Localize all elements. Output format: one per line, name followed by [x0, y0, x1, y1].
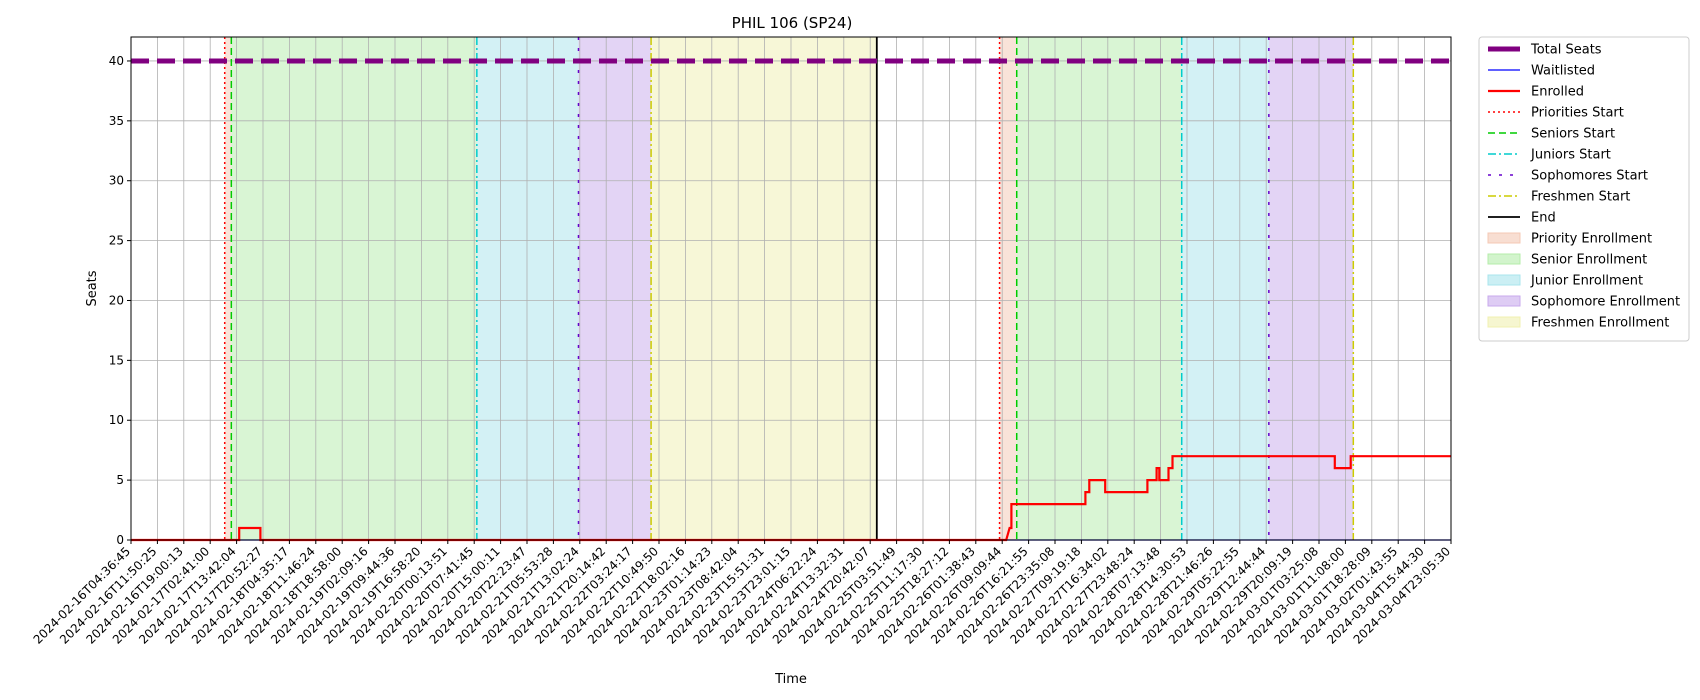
- legend-label: Enrolled: [1531, 85, 1584, 100]
- phase-span: [1016, 37, 1182, 540]
- legend-label: Waitlisted: [1531, 64, 1595, 79]
- legend-label: Sophomores Start: [1531, 169, 1648, 184]
- phase-span: [651, 37, 877, 540]
- phase-span: [1181, 37, 1269, 540]
- legend-swatch: [1487, 274, 1521, 286]
- legend-label: Priority Enrollment: [1531, 232, 1652, 247]
- y-tick-label: 5: [116, 473, 124, 487]
- y-tick-label: 40: [109, 54, 124, 68]
- legend-swatch: [1487, 295, 1521, 307]
- phase-span: [999, 37, 1017, 540]
- phase-span: [224, 37, 232, 540]
- y-tick-label: 10: [109, 413, 124, 427]
- legend-label: Senior Enrollment: [1531, 253, 1647, 268]
- y-tick-label: 25: [109, 234, 124, 248]
- legend-label: Juniors Start: [1530, 148, 1611, 163]
- y-tick-label: 30: [109, 174, 124, 188]
- y-tick-label: 35: [109, 114, 124, 128]
- x-axis-label: Time: [774, 672, 807, 687]
- chart-title: PHIL 106 (SP24): [732, 14, 853, 32]
- legend-label: Freshmen Enrollment: [1531, 316, 1669, 331]
- y-tick-label: 20: [109, 293, 124, 307]
- legend-label: Seniors Start: [1531, 127, 1615, 142]
- legend-label: Freshmen Start: [1531, 190, 1630, 205]
- legend: Total Seats Waitlisted Enrolled Priorities …: [1478, 36, 1690, 342]
- legend-label: Total Seats: [1530, 43, 1602, 58]
- phase-span: [476, 37, 579, 540]
- legend-box: [1478, 36, 1690, 342]
- y-tick-label: 15: [109, 353, 124, 367]
- legend-label: Sophomore Enrollment: [1531, 295, 1680, 310]
- phase-span: [578, 37, 652, 540]
- legend-swatch: [1487, 253, 1521, 265]
- phase-span: [231, 37, 477, 540]
- legend-label: Junior Enrollment: [1530, 274, 1643, 289]
- y-axis-label: Seats: [85, 270, 100, 306]
- legend-swatch: [1487, 316, 1521, 328]
- phase-span: [1268, 37, 1354, 540]
- legend-label: End: [1531, 211, 1556, 226]
- y-tick-label: 0: [116, 533, 124, 547]
- legend-label: Priorities Start: [1531, 106, 1624, 121]
- legend-swatch: [1487, 232, 1521, 244]
